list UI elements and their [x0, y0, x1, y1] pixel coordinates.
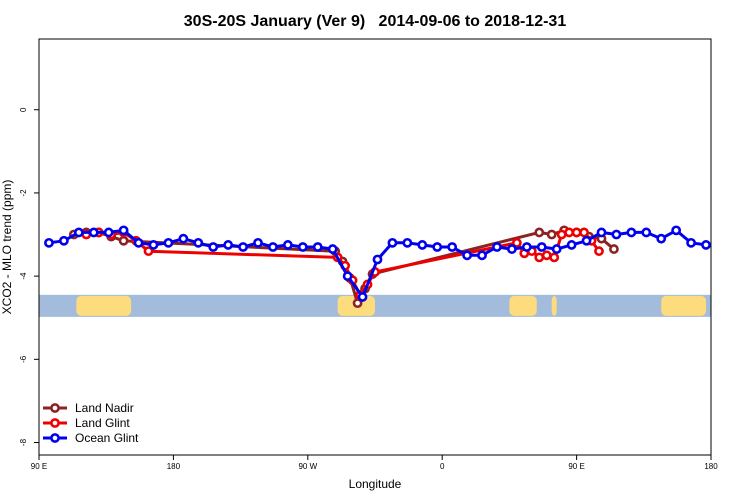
land-segment — [509, 295, 537, 316]
legend-label: Ocean Glint — [75, 431, 139, 445]
data-point — [133, 237, 144, 248]
data-point — [118, 235, 129, 246]
data-point — [541, 250, 552, 261]
data-point — [44, 237, 54, 248]
data-point — [511, 237, 522, 248]
data-point — [594, 246, 604, 257]
data-point — [462, 250, 472, 261]
data-point — [238, 242, 248, 252]
land-segment — [76, 295, 132, 316]
data-point — [297, 242, 308, 252]
legend-marker — [50, 433, 60, 443]
y-tick-label: -8 — [19, 438, 28, 446]
data-point — [148, 240, 159, 250]
data-point — [357, 292, 368, 302]
data-point — [352, 298, 363, 309]
data-point — [492, 242, 502, 252]
y-axis-label: XCO2 - MLO trend (ppm) — [0, 180, 14, 315]
data-point — [58, 235, 69, 246]
data-point — [506, 244, 517, 254]
data-point — [402, 237, 413, 248]
data-point — [432, 242, 443, 252]
x-axis: 90 E 180 90 W 0 90 E 180 — [31, 455, 718, 471]
x-tick-label: 180 — [167, 462, 181, 471]
data-point — [387, 237, 398, 248]
data-point — [656, 233, 667, 244]
data-point — [571, 227, 582, 238]
x-tick-label: 180 — [704, 462, 718, 471]
data-point — [534, 227, 545, 238]
legend-marker — [50, 403, 60, 413]
data-point — [268, 242, 278, 252]
y-tick-label: -4 — [19, 272, 28, 280]
data-point — [549, 252, 560, 263]
legend-item-land-glint: Land Glint — [43, 416, 130, 430]
data-point — [103, 227, 114, 238]
data-point — [143, 246, 154, 257]
legend-label: Land Glint — [75, 416, 130, 430]
plot-frame — [38, 38, 712, 456]
y-tick-label: -6 — [19, 355, 28, 363]
series-ocean-glint — [44, 225, 711, 302]
series-layer — [44, 225, 711, 309]
data-point — [163, 237, 174, 248]
x-tick-label: 90 E — [31, 462, 47, 471]
series-land-glint — [81, 227, 604, 300]
data-point — [566, 240, 577, 250]
data-point — [701, 240, 711, 250]
data-point — [253, 237, 263, 248]
data-point — [223, 240, 234, 250]
data-point — [118, 225, 129, 236]
data-point — [342, 271, 353, 282]
y-tick-label: 0 — [19, 107, 28, 112]
land-segment — [551, 295, 557, 316]
data-point — [372, 254, 383, 265]
data-point — [477, 250, 487, 261]
x-tick-label: 90 E — [568, 462, 584, 471]
data-point — [609, 244, 619, 254]
land-ocean-band — [39, 294, 711, 317]
x-tick-label: 90 W — [298, 462, 317, 471]
data-point — [208, 242, 219, 252]
y-axis: 0 -2 -4 -6 -8 — [19, 107, 39, 446]
data-point — [671, 225, 682, 236]
data-point — [596, 227, 607, 238]
data-point — [551, 244, 562, 254]
data-point — [581, 235, 592, 246]
data-point — [193, 237, 204, 248]
data-point — [536, 242, 547, 252]
data-point — [282, 240, 293, 250]
data-point — [312, 242, 323, 252]
data-point — [626, 227, 637, 238]
data-point — [564, 227, 575, 238]
legend-item-land-nadir: Land Nadir — [43, 401, 134, 415]
data-point — [73, 227, 84, 238]
data-point — [579, 227, 589, 238]
chart-title: 30S-20S January (Ver 9) 2014-09-06 to 20… — [184, 13, 567, 30]
data-point — [447, 242, 458, 252]
data-point — [686, 237, 696, 248]
data-point — [327, 244, 338, 254]
data-point — [641, 227, 652, 238]
legend-item-ocean-glint: Ocean Glint — [43, 431, 139, 445]
data-point — [611, 229, 622, 240]
land-segment — [661, 295, 707, 316]
data-point — [534, 252, 545, 263]
y-tick-label: -2 — [19, 189, 28, 197]
legend-label: Land Nadir — [75, 401, 134, 415]
x-tick-label: 0 — [440, 462, 445, 471]
data-point — [546, 229, 557, 240]
data-point — [521, 242, 532, 252]
data-point — [417, 240, 428, 250]
data-point — [88, 227, 99, 238]
data-point — [556, 229, 567, 240]
data-point — [178, 233, 189, 244]
x-axis-label: Longitude — [349, 477, 402, 491]
legend-marker — [50, 418, 60, 428]
